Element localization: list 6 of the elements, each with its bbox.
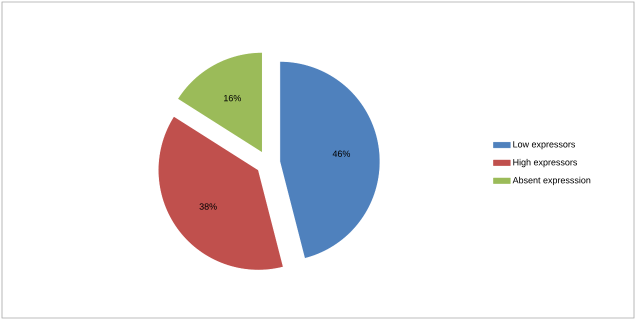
- data-label: 46%: [332, 150, 350, 157]
- data-label: 38%: [200, 203, 217, 210]
- legend-label: Low expressors: [513, 141, 576, 150]
- data-label: 16%: [224, 94, 242, 102]
- legend-label: High expressors: [513, 158, 578, 168]
- legend-label: Absent expresssion: [512, 176, 590, 186]
